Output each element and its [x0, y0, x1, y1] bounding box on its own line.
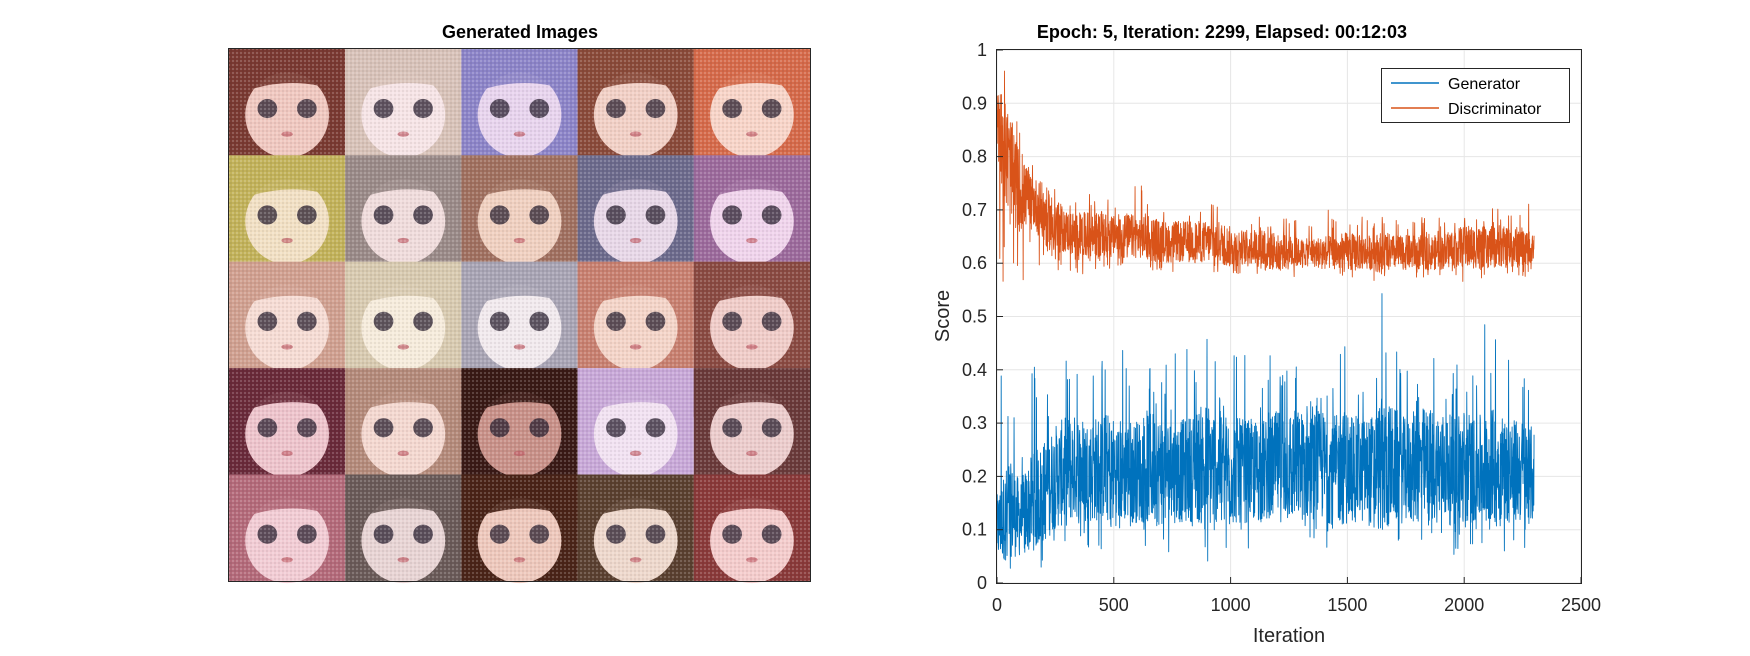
chart-ticks: 0 500 1000 1500 2000 2500 0 0.1 0.2 0.3 0.4 0.5 0.6 0… [962, 40, 1601, 615]
legend-box [1381, 68, 1570, 123]
x-tick-label: 500 [1099, 595, 1129, 615]
generated-image-tile [577, 49, 694, 158]
generated-image-tile [229, 474, 346, 584]
series-line-discriminator [996, 70, 1535, 282]
x-tick-label: 2000 [1444, 595, 1484, 615]
y-tick-label: 1 [977, 40, 987, 60]
generated-image-tile [461, 261, 578, 371]
generated-image-tile [693, 261, 810, 371]
y-tick-label: 0 [977, 573, 987, 593]
generated-image-tile [577, 474, 694, 584]
series-line-generator [996, 293, 1535, 569]
generated-image-tile [461, 155, 578, 264]
y-tick-label: 0.9 [962, 93, 987, 113]
x-axis-label: Iteration [1253, 625, 1325, 647]
generated-image-tile [693, 155, 810, 264]
y-axis-label: Score [932, 290, 954, 342]
generated-image-tile [229, 368, 346, 477]
generated-image-tile [577, 368, 694, 477]
generated-image-tile [229, 155, 346, 264]
chart-series [996, 70, 1535, 569]
y-tick-label: 0.3 [962, 413, 987, 433]
chart-legend: Generator Discriminator [1381, 68, 1570, 123]
left-panel-title: Generated Images [442, 22, 598, 42]
generated-image-tile [693, 49, 810, 158]
plot-area-border [996, 49, 1582, 584]
generated-image-tile [461, 474, 578, 584]
y-tick-label: 0.7 [962, 200, 987, 220]
generated-image-tile [345, 155, 462, 264]
x-tick-label: 2500 [1561, 595, 1601, 615]
y-tick-label: 0.6 [962, 253, 987, 273]
generated-image-tile [229, 261, 346, 371]
generated-image-tile [345, 474, 462, 584]
generated-image-tile [577, 155, 694, 264]
generated-image-tile [345, 261, 462, 371]
generated-image-tile [461, 368, 578, 477]
y-tick-label: 0.4 [962, 360, 987, 380]
y-tick-label: 0.5 [962, 307, 987, 327]
x-tick-label: 1500 [1327, 595, 1367, 615]
generated-image-tile [229, 49, 346, 158]
generated-images-grid [229, 49, 810, 584]
generated-image-tile [577, 261, 694, 371]
image-grid-border [228, 48, 811, 582]
generated-image-tile [345, 368, 462, 477]
chart-title: Epoch: 5, Iteration: 2299, Elapsed: 00:1… [1037, 22, 1407, 42]
y-tick-label: 0.1 [962, 520, 987, 540]
generated-image-tile [693, 368, 810, 477]
generated-image-tile [693, 474, 810, 584]
legend-generator-label: Generator [1448, 76, 1521, 93]
y-tick-label: 0.8 [962, 147, 987, 167]
legend-discriminator-label: Discriminator [1448, 101, 1542, 118]
y-tick-label: 0.2 [962, 466, 987, 486]
generated-image-tile [461, 49, 578, 158]
generated-image-tile [345, 49, 462, 158]
x-tick-label: 1000 [1211, 595, 1251, 615]
x-tick-label: 0 [992, 595, 1002, 615]
